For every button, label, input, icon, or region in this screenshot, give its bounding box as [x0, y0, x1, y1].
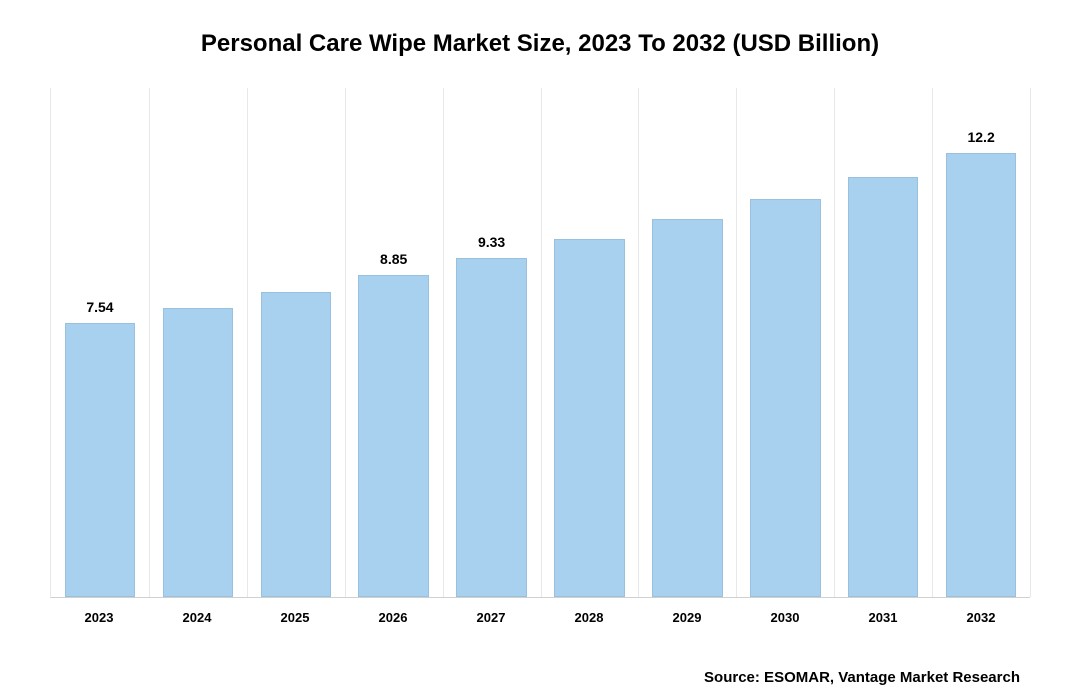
x-tick-label: 2032 — [932, 610, 1030, 625]
plot-area: 7.54 8.859.33 12.2 — [50, 88, 1030, 598]
x-tick-label: 2028 — [540, 610, 638, 625]
bar-slot — [247, 88, 345, 597]
bar — [65, 323, 135, 597]
bar — [456, 258, 526, 597]
bar — [261, 292, 331, 597]
bar-slot: 7.54 — [51, 88, 149, 597]
chart-container: Personal Care Wipe Market Size, 2023 To … — [50, 30, 1030, 670]
gridline — [345, 88, 346, 597]
bar-slot — [541, 88, 639, 597]
bar-value-label: 8.85 — [345, 251, 443, 267]
bar-value-label: 9.33 — [443, 234, 541, 250]
gridline — [541, 88, 542, 597]
bar-value-label: 12.2 — [932, 129, 1030, 145]
bar — [163, 308, 233, 597]
gridline — [443, 88, 444, 597]
gridline — [1030, 88, 1031, 597]
bar-slot — [834, 88, 932, 597]
gridline — [247, 88, 248, 597]
source-text: Source: ESOMAR, Vantage Market Research — [704, 669, 1020, 686]
x-tick-label: 2027 — [442, 610, 540, 625]
bar-slot: 8.85 — [345, 88, 443, 597]
bar-value-label: 7.54 — [51, 299, 149, 315]
bar-slot — [736, 88, 834, 597]
bar — [946, 153, 1016, 597]
bar — [358, 275, 428, 597]
bar-slot — [149, 88, 247, 597]
bar — [554, 239, 624, 597]
bar — [848, 177, 918, 597]
x-tick-label: 2025 — [246, 610, 344, 625]
x-tick-label: 2024 — [148, 610, 246, 625]
gridline — [834, 88, 835, 597]
bar — [652, 219, 722, 597]
bar-slot: 9.33 — [443, 88, 541, 597]
x-tick-label: 2031 — [834, 610, 932, 625]
x-tick-label: 2023 — [50, 610, 148, 625]
gridline — [736, 88, 737, 597]
x-tick-label: 2026 — [344, 610, 442, 625]
gridline — [638, 88, 639, 597]
bar-slot: 12.2 — [932, 88, 1030, 597]
gridline — [149, 88, 150, 597]
x-axis: 2023202420252026202720282029203020312032 — [50, 610, 1030, 625]
x-tick-label: 2029 — [638, 610, 736, 625]
x-tick-label: 2030 — [736, 610, 834, 625]
gridline — [932, 88, 933, 597]
bar — [750, 199, 820, 597]
chart-title: Personal Care Wipe Market Size, 2023 To … — [50, 30, 1030, 58]
bar-slot — [638, 88, 736, 597]
